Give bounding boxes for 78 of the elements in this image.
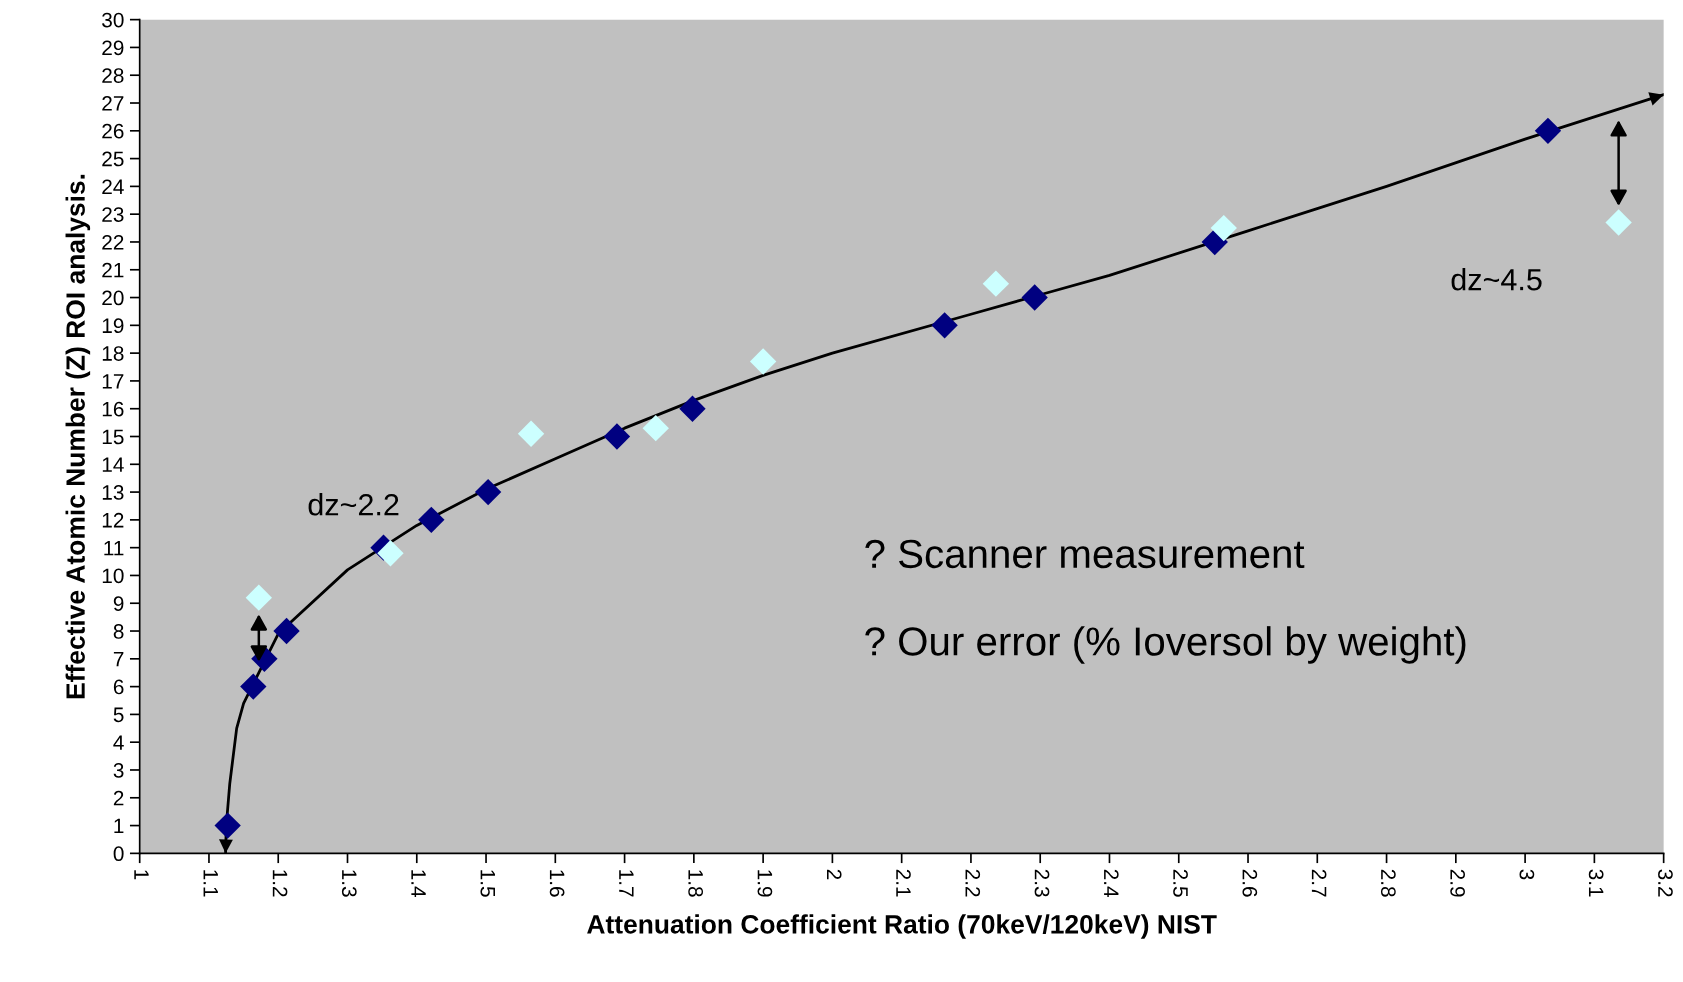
point	[679, 395, 706, 422]
y-tick-label: 12	[102, 512, 124, 528]
y-tick-label: 25	[102, 151, 124, 167]
y-tick-label: 13	[102, 485, 124, 500]
point	[517, 420, 545, 447]
y-tick-label: 26	[102, 123, 124, 139]
x-tick-label: 1.2	[272, 870, 288, 897]
y-tick-label: 19	[102, 318, 124, 334]
point	[273, 617, 300, 645]
point	[931, 312, 958, 339]
y-tick-label: 6	[113, 679, 124, 695]
y-tick-label: 30	[102, 12, 124, 28]
x-tick-label: 2.4	[1104, 869, 1119, 897]
y-tick-label: 27	[102, 96, 124, 111]
y-tick-label: 16	[102, 401, 124, 417]
y-tick-label: 20	[102, 290, 124, 306]
y-axis-title: Effective Atomic Number (Z) ROI analysis.	[65, 174, 91, 699]
y-tick-label: 11	[104, 540, 124, 556]
x-tick-label: 1.5	[480, 870, 495, 897]
y-tick-label: 28	[102, 68, 124, 83]
y-tick-label: 21	[102, 262, 124, 278]
x-tick-label: 3.2	[1658, 869, 1673, 897]
x-tick-label: 1.6	[549, 870, 565, 897]
x-tick-label: 1.4	[411, 870, 426, 897]
point	[474, 478, 502, 506]
point	[1021, 284, 1048, 311]
y-tick-label: 8	[113, 624, 124, 639]
point	[1210, 214, 1237, 242]
point	[245, 584, 273, 611]
y-tick-label: 5	[113, 707, 124, 723]
y-tick-label: 4	[113, 735, 124, 750]
x-tick-label: 2.2	[965, 869, 981, 897]
point	[377, 540, 404, 567]
x-tick-label: 2.8	[1380, 869, 1396, 897]
point	[214, 812, 241, 839]
y-tick-label: 10	[102, 568, 124, 584]
x-tick-label: 1.8	[688, 870, 704, 897]
x-tick-label: 3.1	[1588, 869, 1604, 897]
x-tick-label: 2.3	[1034, 869, 1050, 897]
y-tick-label: 15	[102, 429, 124, 445]
x-tick-label: 1.3	[341, 870, 357, 897]
y-tick-label: 7	[113, 652, 124, 667]
y-tick-label: 9	[113, 596, 124, 611]
x-tick-label: 1.9	[757, 870, 773, 897]
point	[982, 270, 1010, 297]
point	[1605, 209, 1632, 236]
x-tick-label: 3	[1519, 869, 1535, 880]
y-tick-label: 29	[102, 40, 124, 56]
point	[603, 423, 631, 450]
x-tick-label: 2	[827, 869, 842, 880]
x-tick-label: 1.1	[203, 870, 218, 897]
annotation: dz~2.2	[308, 493, 399, 516]
y-tick-label: 18	[102, 346, 124, 361]
x-tick-label: 2.7	[1311, 869, 1327, 897]
x-tick-label: 2.6	[1242, 869, 1258, 897]
y-tick-label: 0	[113, 846, 124, 862]
annotation: ? Scanner measurement	[865, 539, 1305, 569]
y-tick-label: 23	[102, 207, 124, 222]
point	[418, 506, 445, 534]
x-axis-title: Attenuation Coefficient Ratio (70keV/120keV) NIST	[587, 914, 1217, 939]
y-tick-label: 24	[102, 179, 124, 194]
point	[749, 348, 777, 375]
annotation: ? Our error (% Ioversol by weight)	[865, 626, 1466, 664]
y-tick-label: 17	[102, 374, 124, 389]
point	[642, 414, 669, 442]
y-tick-label: 22	[102, 234, 124, 250]
x-tick-label: 1.7	[619, 870, 634, 897]
y-tick-label: 1	[114, 818, 124, 834]
x-tick-label: 2.5	[1173, 869, 1188, 897]
x-tick-label: 1	[134, 870, 149, 880]
y-tick-label: 2	[113, 790, 124, 806]
y-tick-label: 14	[102, 457, 124, 472]
y-tick-label: 3	[113, 762, 124, 778]
annotation: dz~4.5	[1451, 268, 1542, 291]
x-tick-label: 2.1	[896, 869, 911, 897]
x-tick-label: 2.9	[1450, 869, 1465, 897]
point	[1534, 117, 1562, 144]
point	[240, 673, 267, 700]
